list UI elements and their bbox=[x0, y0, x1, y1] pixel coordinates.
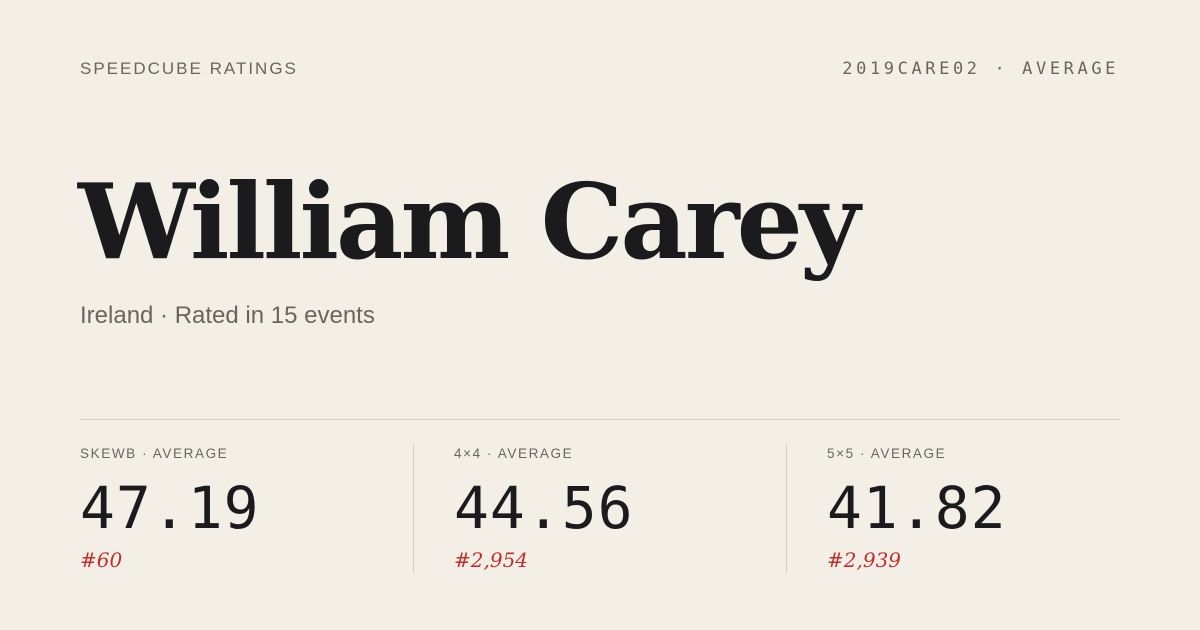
stat-rank: #60 bbox=[80, 548, 123, 572]
person-subtitle: Ireland · Rated in 15 events bbox=[80, 302, 375, 329]
divider bbox=[80, 419, 1120, 420]
person-name: William Carey bbox=[78, 160, 860, 283]
stat-label: 4×4 · AVERAGE bbox=[454, 446, 574, 461]
stat-value: 47.19 bbox=[80, 474, 260, 542]
stat-value: 44.56 bbox=[454, 474, 634, 542]
stat-label: 5×5 · AVERAGE bbox=[827, 446, 947, 461]
person-id-label: 2019CARE02 · AVERAGE bbox=[842, 59, 1119, 79]
stat-card-skewb: SKEWB · AVERAGE 47.19 #60 bbox=[80, 444, 414, 574]
stat-rank: #2,939 bbox=[827, 548, 902, 572]
stat-card-4x4: 4×4 · AVERAGE 44.56 #2,954 bbox=[413, 444, 748, 574]
stat-rank: #2,954 bbox=[454, 548, 529, 572]
stat-card-5x5: 5×5 · AVERAGE 41.82 #2,939 bbox=[786, 444, 1121, 574]
brand-label: SPEEDCUBE RATINGS bbox=[80, 59, 298, 78]
stat-value: 41.82 bbox=[827, 474, 1007, 542]
stat-label: SKEWB · AVERAGE bbox=[80, 446, 229, 461]
